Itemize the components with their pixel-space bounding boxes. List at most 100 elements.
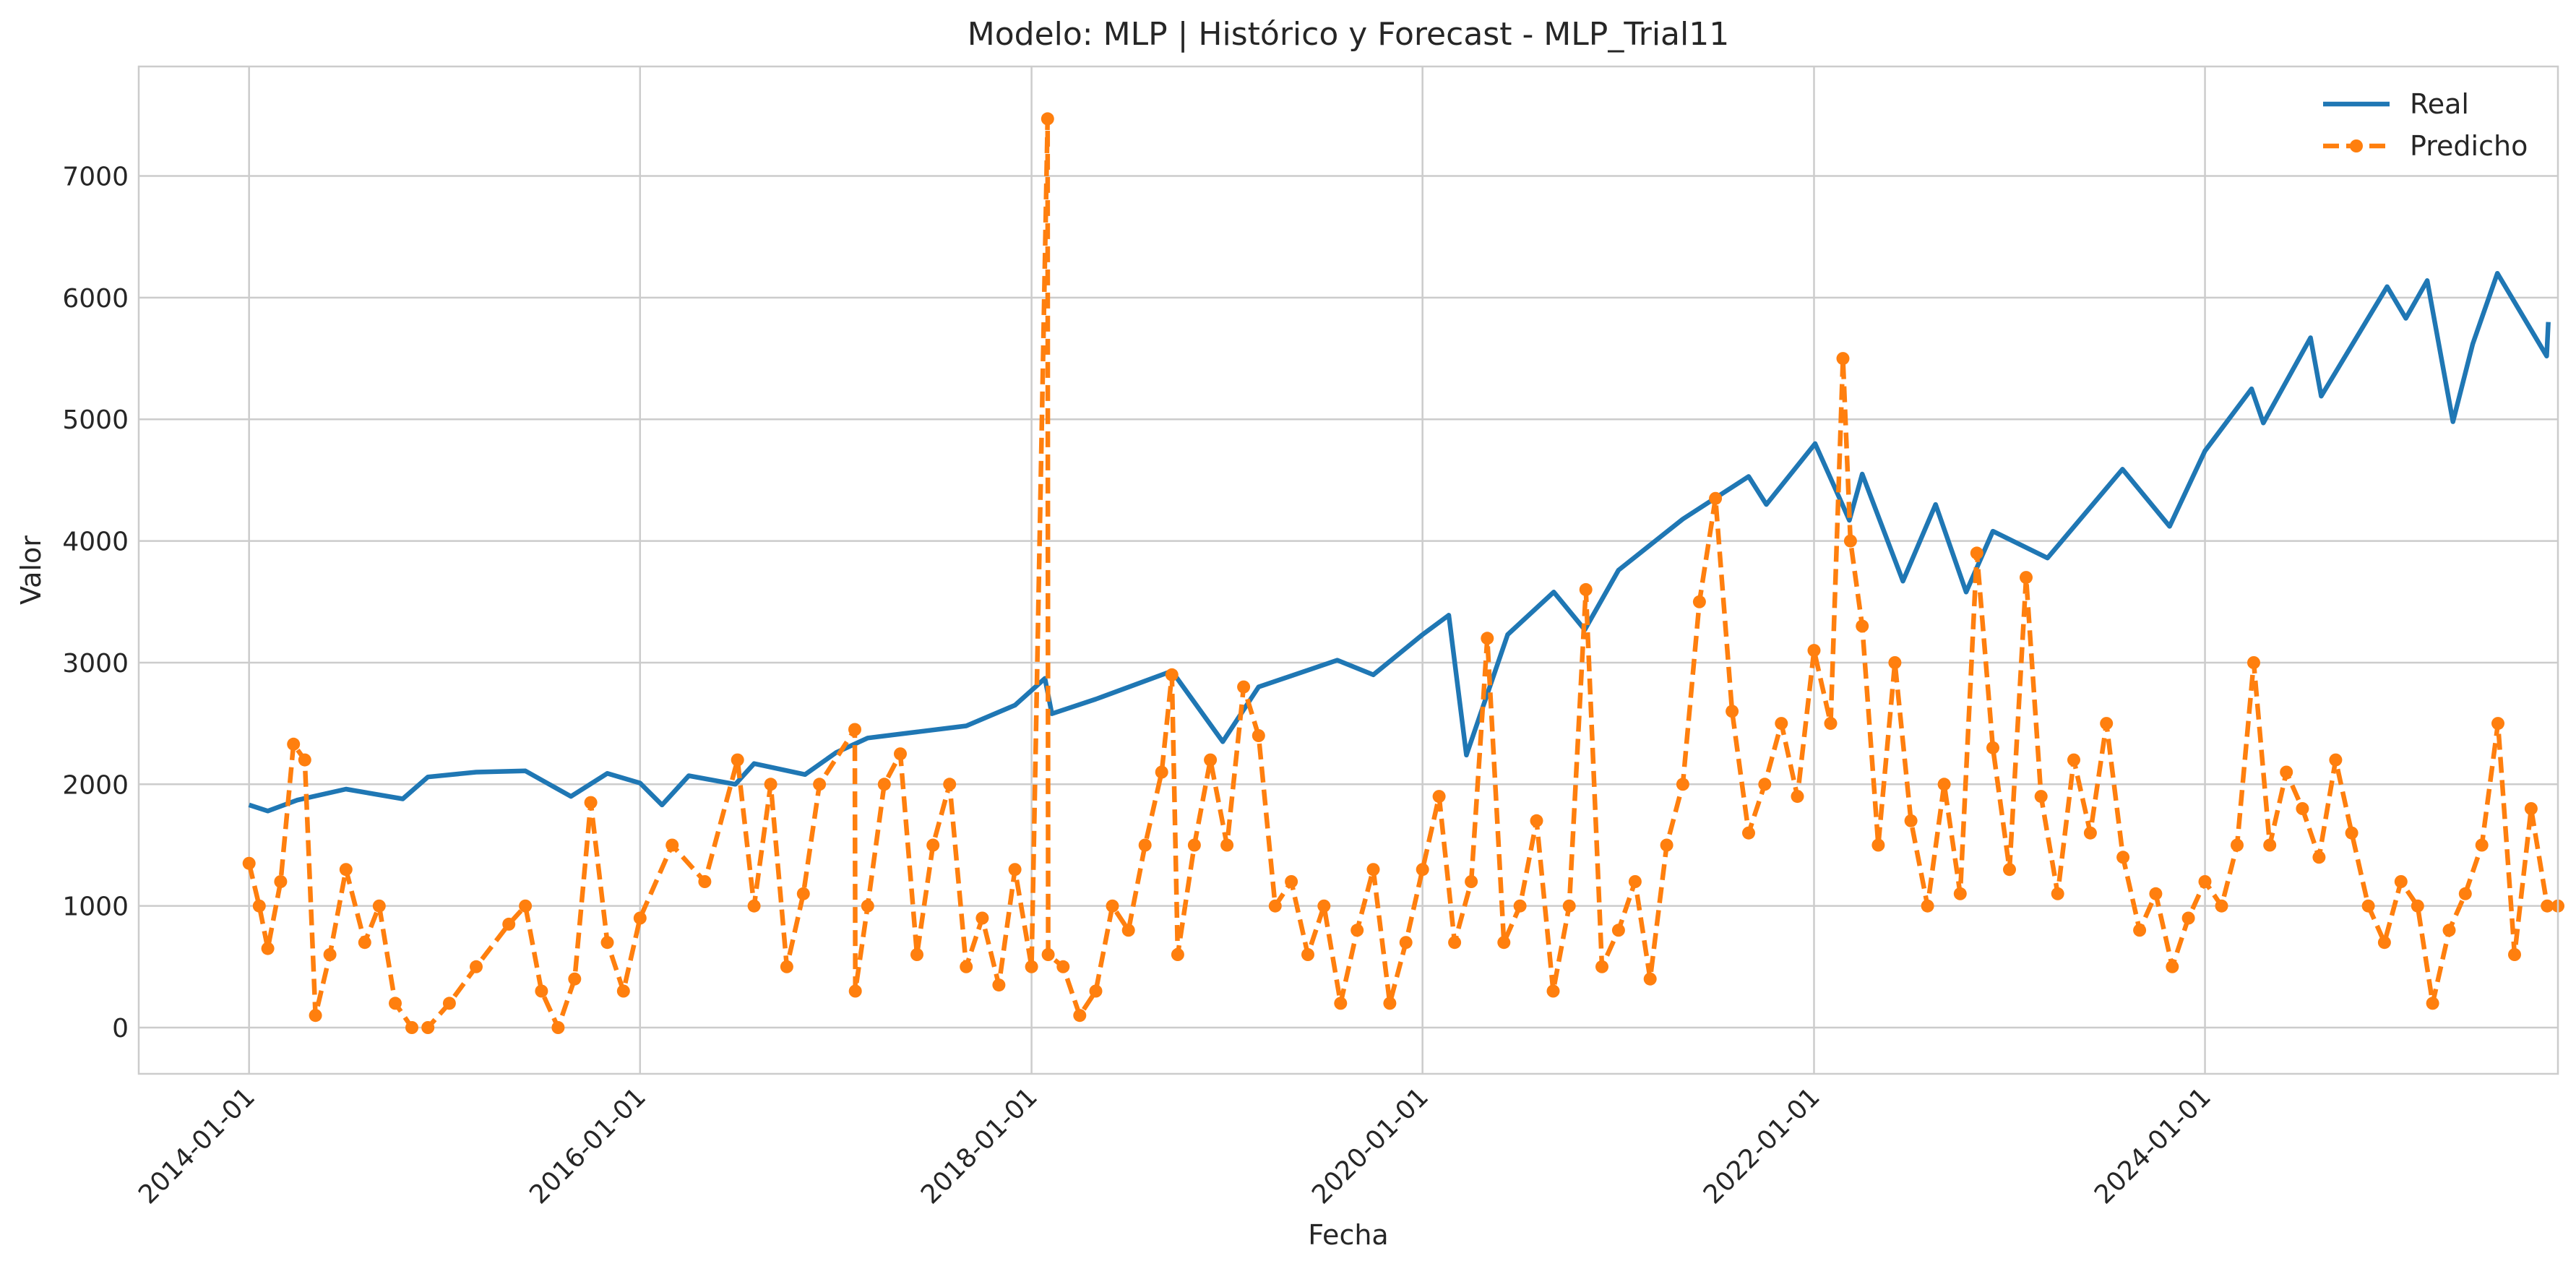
data-point (2231, 838, 2244, 852)
data-point (2508, 948, 2521, 961)
data-point (1399, 936, 1413, 950)
data-point (698, 875, 712, 888)
data-point (1448, 936, 1462, 950)
data-point (2166, 960, 2179, 973)
data-point (358, 936, 371, 950)
data-point (1856, 619, 1869, 633)
legend-label-real: Real (2410, 88, 2469, 120)
data-point (1836, 352, 1850, 366)
data-point (975, 911, 989, 925)
data-point (274, 875, 288, 888)
data-point (1824, 717, 1838, 731)
data-point (2034, 790, 2048, 804)
data-point (2411, 899, 2424, 913)
data-point (1513, 899, 1527, 913)
data-point (1692, 595, 1706, 608)
series-layer (242, 112, 2564, 1034)
data-point (2181, 911, 2195, 925)
data-point (633, 911, 647, 925)
data-point (1056, 960, 1070, 973)
data-point (584, 796, 598, 809)
data-point (1106, 899, 1119, 913)
data-point (261, 942, 275, 955)
data-point (1904, 814, 1918, 827)
data-point (960, 960, 973, 973)
data-point (910, 948, 923, 961)
data-point (1268, 899, 1282, 913)
data-point (1953, 887, 1967, 900)
data-point (1726, 705, 1739, 718)
data-point (339, 863, 353, 877)
data-point (780, 960, 793, 973)
data-point (731, 753, 744, 767)
data-point (992, 978, 1006, 992)
plot-frame (137, 65, 2559, 1075)
chart-title: Modelo: MLP | Histórico y Forecast - MLP… (968, 16, 1729, 53)
data-point (2133, 924, 2147, 937)
data-point (568, 972, 582, 986)
data-point (2475, 838, 2489, 852)
data-point (943, 778, 957, 791)
data-point (551, 1021, 565, 1034)
data-point (2263, 838, 2277, 852)
data-point (389, 997, 402, 1010)
data-point (470, 960, 483, 973)
data-point (1041, 112, 1054, 126)
data-point (2067, 753, 2080, 767)
data-point (323, 948, 337, 961)
data-point (2394, 875, 2408, 888)
data-point (1171, 948, 1184, 961)
data-point (535, 984, 548, 998)
data-point (1758, 778, 1772, 791)
data-point (1138, 838, 1152, 852)
data-point (1301, 948, 1314, 961)
data-point (861, 899, 874, 913)
data-point (242, 856, 256, 870)
data-point (252, 899, 266, 913)
data-point (2524, 802, 2538, 815)
data-point (1432, 790, 1446, 804)
data-point (1497, 936, 1511, 950)
data-point (1888, 656, 1902, 669)
data-point (1237, 680, 1251, 694)
data-point (1317, 899, 1331, 913)
data-point (1220, 838, 1234, 852)
data-point (747, 899, 761, 913)
data-point (1252, 729, 1265, 742)
y-tick-label: 3000 (62, 649, 129, 679)
data-point (1843, 534, 1857, 548)
data-point (1204, 753, 1218, 767)
y-tick-label: 0 (112, 1014, 129, 1043)
y-tick-label: 5000 (62, 405, 129, 435)
data-point (2312, 851, 2326, 864)
data-point (1791, 790, 1804, 804)
data-point (2345, 826, 2359, 840)
data-point (1628, 875, 1642, 888)
data-point (1465, 875, 1478, 888)
data-point (1073, 1009, 1087, 1023)
legend-label-predicho: Predicho (2410, 130, 2528, 162)
data-point (519, 899, 533, 913)
y-tick-label: 4000 (62, 528, 129, 557)
data-point (1611, 924, 1625, 937)
data-point (1807, 644, 1821, 658)
data-point (813, 778, 827, 791)
data-point (2149, 887, 2163, 900)
data-point (848, 723, 861, 736)
y-axis-label: Valor (15, 535, 47, 605)
data-point (2491, 717, 2504, 731)
data-point (1970, 546, 1983, 560)
data-point (1660, 838, 1673, 852)
data-point (616, 984, 630, 998)
data-point (309, 1009, 322, 1023)
data-point (1366, 863, 1380, 877)
data-point (2377, 936, 2391, 950)
data-point (1530, 814, 1543, 827)
data-point (1165, 668, 1179, 681)
y-tick-label: 6000 (62, 284, 129, 314)
data-point (421, 1021, 435, 1034)
data-point (1155, 765, 1168, 779)
data-point (1008, 863, 1022, 877)
data-point (1595, 960, 1608, 973)
data-point (764, 778, 777, 791)
